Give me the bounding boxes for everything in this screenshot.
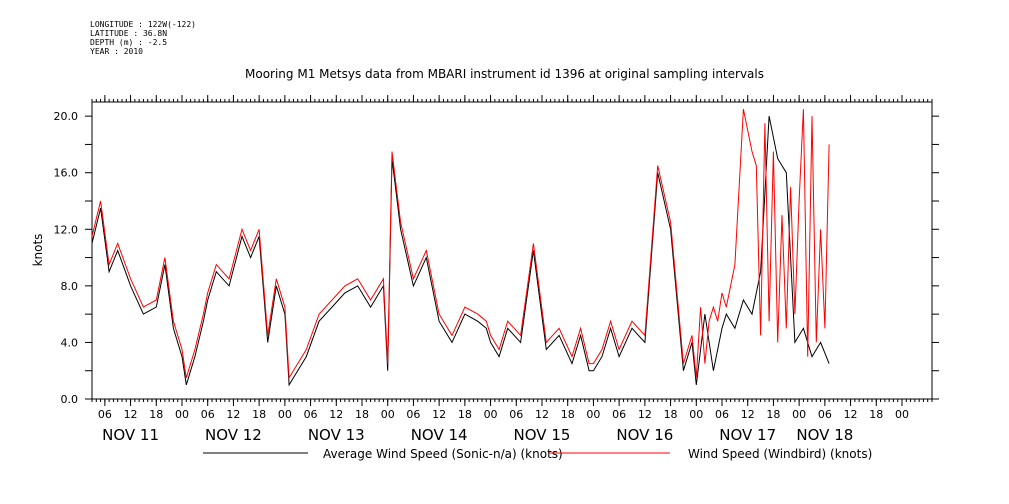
y-tick-label: 0.0 [61, 393, 79, 406]
x-tick-label: 00 [586, 408, 600, 421]
series-line-average-wind [91, 116, 830, 387]
y-tick-labels: 0.0 4.0 8.0 12.0 16.0 20.0 [54, 110, 79, 406]
date-label: NOV 12 [205, 426, 262, 444]
x-tick-label: 12 [329, 408, 343, 421]
x-tick-label: 06 [201, 408, 215, 421]
x-tick-label: 00 [175, 408, 189, 421]
y-tick-label: 20.0 [54, 110, 79, 123]
date-label: NOV 18 [796, 426, 853, 444]
date-label: NOV 15 [514, 426, 571, 444]
x-tick-label: 18 [561, 408, 575, 421]
x-tick-label: 12 [741, 408, 755, 421]
x-tick-label: 18 [149, 408, 163, 421]
y-tick-label: 12.0 [54, 223, 79, 236]
longitude-line: LONGITUDE : 122W(-122) [90, 20, 196, 29]
x-tick-label: 06 [818, 408, 832, 421]
date-label: NOV 14 [411, 426, 468, 444]
y-tick-label: 8.0 [61, 280, 79, 293]
x-tick-label: 00 [381, 408, 395, 421]
x-tick-label: 00 [278, 408, 292, 421]
x-tick-label: 06 [612, 408, 626, 421]
x-tick-label: 12 [844, 408, 858, 421]
year-line: YEAR : 2010 [90, 47, 143, 56]
x-tick-label: 12 [124, 408, 138, 421]
x-tick-label: 18 [355, 408, 369, 421]
x-tick-label: 18 [664, 408, 678, 421]
y-axis-label: knots [31, 234, 45, 267]
date-label: NOV 13 [308, 426, 365, 444]
date-label: NOV 11 [102, 426, 159, 444]
y-tick-label: 16.0 [54, 167, 79, 180]
date-label: NOV 16 [616, 426, 673, 444]
x-tick-label: 00 [689, 408, 703, 421]
x-tick-label: 12 [226, 408, 240, 421]
x-tick-label: 06 [509, 408, 523, 421]
x-tick-label: 00 [792, 408, 806, 421]
chart-title: Mooring M1 Metsys data from MBARI instru… [245, 67, 764, 81]
x-tick-label: 18 [252, 408, 266, 421]
x-tick-label: 00 [484, 408, 498, 421]
depth-line: DEPTH (m) : -2.5 [90, 38, 168, 47]
series-line-windbird [91, 109, 830, 380]
x-tick-label: 06 [406, 408, 420, 421]
axis-ticks [85, 95, 939, 406]
x-tick-label: 18 [869, 408, 883, 421]
latitude-line: LATITUDE : 36.8N [90, 29, 168, 38]
x-tick-label: 06 [304, 408, 318, 421]
series-lines [91, 109, 830, 387]
date-label: NOV 17 [719, 426, 776, 444]
x-tick-label: 06 [98, 408, 112, 421]
legend-label-windbird: Wind Speed (Windbird) (knots) [688, 447, 872, 461]
x-tick-labels: 06 12 18 00 06 12 18 00 06 12 18 00 06 12 18 00 06 12 18 00… [98, 408, 909, 421]
x-tick-label: 06 [715, 408, 729, 421]
x-tick-label: 12 [638, 408, 652, 421]
x-tick-label: 00 [895, 408, 909, 421]
x-tick-label: 18 [766, 408, 780, 421]
x-tick-label: 12 [535, 408, 549, 421]
x-tick-label: 12 [432, 408, 446, 421]
metadata-block: LONGITUDE : 122W(-122) LATITUDE : 36.8N … [90, 20, 196, 56]
x-tick-label: 18 [458, 408, 472, 421]
date-labels: NOV 11 NOV 12 NOV 13 NOV 14 NOV 15 NOV 16 NOV … [102, 426, 853, 444]
legend-label-average-wind: Average Wind Speed (Sonic-n/a) (knots) [323, 447, 563, 461]
y-tick-label: 4.0 [61, 336, 79, 349]
